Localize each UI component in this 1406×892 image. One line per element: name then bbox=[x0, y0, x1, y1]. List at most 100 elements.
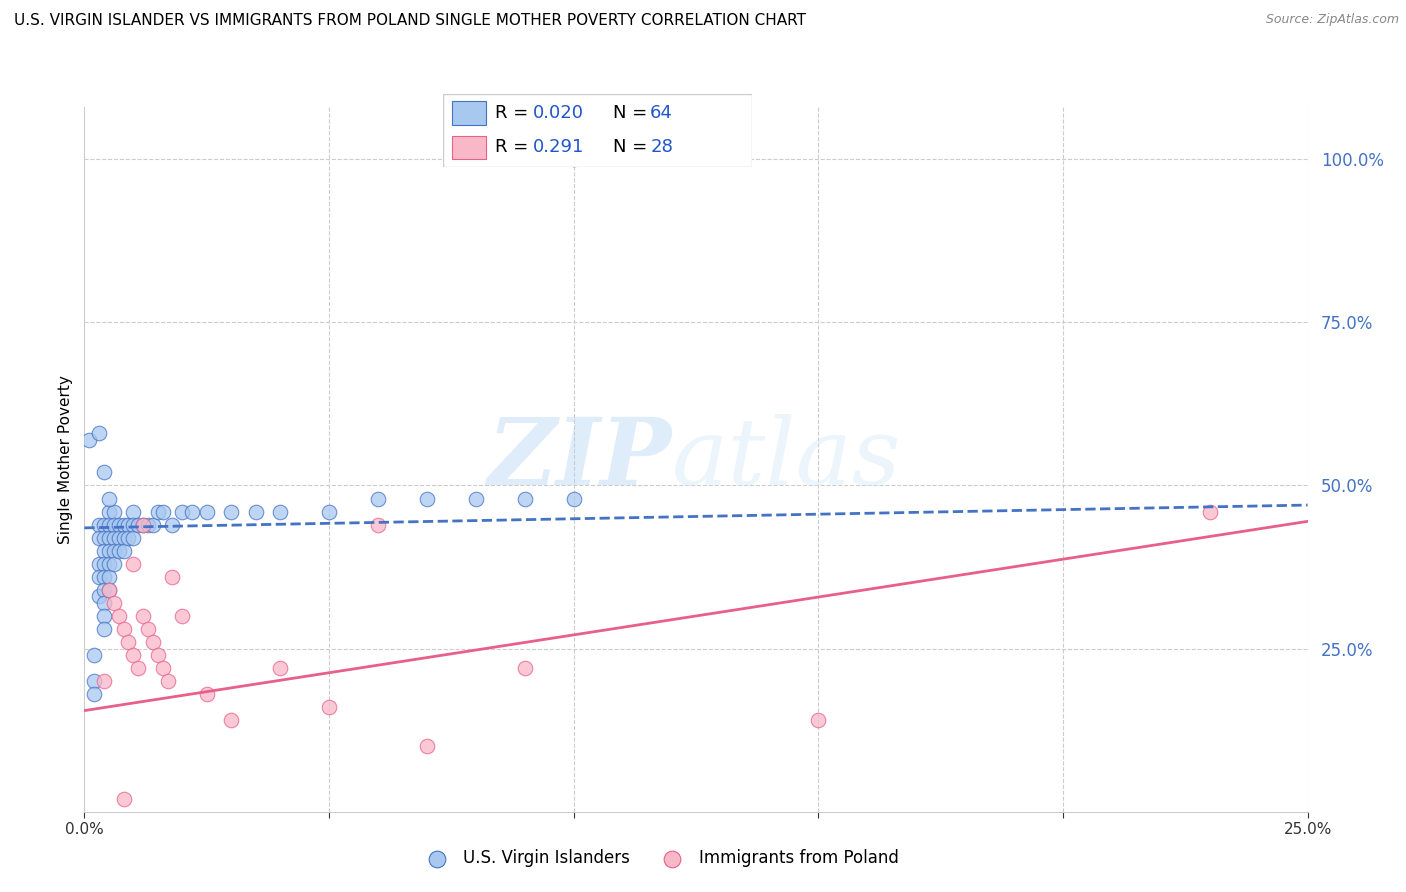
Text: atlas: atlas bbox=[672, 415, 901, 504]
Point bbox=[146, 648, 169, 662]
Point bbox=[97, 570, 120, 584]
Point bbox=[93, 596, 115, 610]
Point bbox=[127, 661, 149, 675]
Point bbox=[219, 505, 242, 519]
Text: N =: N = bbox=[613, 138, 652, 156]
Point bbox=[93, 622, 115, 636]
Point bbox=[107, 517, 129, 532]
Point bbox=[97, 517, 120, 532]
Point bbox=[195, 505, 218, 519]
Point bbox=[152, 661, 174, 675]
Point bbox=[103, 517, 125, 532]
FancyBboxPatch shape bbox=[443, 94, 752, 167]
Text: 64: 64 bbox=[650, 104, 673, 122]
Point bbox=[136, 622, 159, 636]
Point bbox=[117, 531, 139, 545]
Point bbox=[97, 582, 120, 597]
FancyBboxPatch shape bbox=[453, 136, 486, 160]
Point bbox=[172, 609, 194, 624]
Point bbox=[156, 674, 179, 689]
Point bbox=[245, 505, 267, 519]
Point bbox=[112, 543, 135, 558]
Text: 0.020: 0.020 bbox=[533, 104, 583, 122]
Point bbox=[122, 517, 145, 532]
Point bbox=[112, 517, 135, 532]
Point bbox=[87, 570, 110, 584]
Point bbox=[87, 517, 110, 532]
Point bbox=[513, 491, 536, 506]
Point bbox=[146, 505, 169, 519]
Point bbox=[93, 543, 115, 558]
Point bbox=[152, 505, 174, 519]
Point bbox=[416, 739, 439, 754]
Text: ZIP: ZIP bbox=[488, 415, 672, 504]
Point bbox=[97, 505, 120, 519]
Point bbox=[416, 491, 439, 506]
Point bbox=[367, 517, 389, 532]
Point bbox=[107, 543, 129, 558]
Point bbox=[318, 700, 340, 714]
Point bbox=[103, 596, 125, 610]
Point bbox=[97, 543, 120, 558]
Point bbox=[97, 491, 120, 506]
Point bbox=[318, 505, 340, 519]
Point bbox=[162, 517, 184, 532]
Point bbox=[122, 648, 145, 662]
Point bbox=[132, 517, 155, 532]
Point bbox=[562, 491, 585, 506]
Point bbox=[136, 517, 159, 532]
Point bbox=[87, 590, 110, 604]
Point bbox=[513, 661, 536, 675]
FancyBboxPatch shape bbox=[453, 101, 486, 125]
Point bbox=[103, 543, 125, 558]
Point bbox=[93, 517, 115, 532]
Point bbox=[107, 531, 129, 545]
Legend: U.S. Virgin Islanders, Immigrants from Poland: U.S. Virgin Islanders, Immigrants from P… bbox=[413, 843, 905, 874]
Point bbox=[127, 517, 149, 532]
Y-axis label: Single Mother Poverty: Single Mother Poverty bbox=[58, 375, 73, 544]
Text: Source: ZipAtlas.com: Source: ZipAtlas.com bbox=[1265, 13, 1399, 27]
Point bbox=[367, 491, 389, 506]
Point bbox=[93, 674, 115, 689]
Point bbox=[117, 517, 139, 532]
Text: N =: N = bbox=[613, 104, 652, 122]
Point bbox=[162, 570, 184, 584]
Point bbox=[83, 687, 105, 701]
Point bbox=[87, 557, 110, 571]
Point bbox=[122, 531, 145, 545]
Text: 0.291: 0.291 bbox=[533, 138, 583, 156]
Point bbox=[103, 505, 125, 519]
Point bbox=[77, 433, 100, 447]
Point bbox=[269, 505, 291, 519]
Text: R =: R = bbox=[495, 104, 534, 122]
Point bbox=[122, 557, 145, 571]
Point bbox=[97, 557, 120, 571]
Point bbox=[93, 557, 115, 571]
Point bbox=[112, 791, 135, 805]
Point bbox=[83, 674, 105, 689]
Point bbox=[464, 491, 486, 506]
Point bbox=[87, 531, 110, 545]
Point bbox=[1198, 505, 1220, 519]
Point bbox=[93, 466, 115, 480]
Point bbox=[142, 517, 165, 532]
Point bbox=[142, 635, 165, 649]
Point bbox=[93, 609, 115, 624]
Point bbox=[269, 661, 291, 675]
Text: 28: 28 bbox=[650, 138, 673, 156]
Point bbox=[93, 570, 115, 584]
Point bbox=[93, 531, 115, 545]
Point bbox=[103, 531, 125, 545]
Point bbox=[117, 635, 139, 649]
Text: R =: R = bbox=[495, 138, 540, 156]
Text: U.S. VIRGIN ISLANDER VS IMMIGRANTS FROM POLAND SINGLE MOTHER POVERTY CORRELATION: U.S. VIRGIN ISLANDER VS IMMIGRANTS FROM … bbox=[14, 13, 806, 29]
Point bbox=[83, 648, 105, 662]
Point bbox=[172, 505, 194, 519]
Point bbox=[219, 714, 242, 728]
Point bbox=[103, 557, 125, 571]
Point bbox=[132, 609, 155, 624]
Point bbox=[107, 609, 129, 624]
Point bbox=[97, 531, 120, 545]
Point bbox=[807, 714, 830, 728]
Point bbox=[562, 153, 585, 167]
